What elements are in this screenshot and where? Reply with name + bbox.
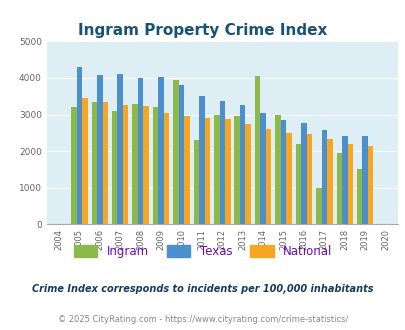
Bar (265, 129, 271, 224)
Bar (173, 80, 178, 224)
Bar (286, 133, 291, 224)
Bar (123, 105, 128, 224)
Bar (367, 147, 373, 224)
Bar (178, 85, 184, 224)
Bar (301, 123, 306, 224)
Bar (138, 78, 143, 224)
Bar (224, 119, 230, 224)
Bar (97, 75, 102, 224)
Bar (213, 115, 219, 224)
Bar (204, 118, 210, 224)
Bar (341, 137, 347, 224)
Bar (132, 104, 138, 224)
Bar (260, 113, 265, 224)
Bar (326, 139, 332, 224)
Bar (245, 124, 250, 224)
Bar (219, 101, 224, 224)
Bar (163, 113, 169, 224)
Bar (102, 102, 108, 224)
Bar (362, 137, 367, 224)
Bar (321, 130, 326, 224)
Bar (71, 107, 77, 224)
Bar (306, 134, 311, 224)
Bar (295, 144, 301, 224)
Bar (82, 98, 87, 224)
Bar (239, 105, 245, 224)
Bar (234, 116, 239, 224)
Bar (336, 153, 341, 224)
Bar (184, 116, 189, 224)
Bar (347, 144, 352, 224)
Text: © 2025 CityRating.com - https://www.cityrating.com/crime-statistics/: © 2025 CityRating.com - https://www.city… (58, 315, 347, 324)
Bar (193, 140, 198, 224)
Bar (91, 102, 97, 224)
Bar (275, 115, 280, 224)
Text: Crime Index corresponds to incidents per 100,000 inhabitants: Crime Index corresponds to incidents per… (32, 284, 373, 294)
Bar (77, 67, 82, 224)
Bar (254, 76, 260, 224)
Bar (117, 74, 123, 224)
Bar (112, 111, 117, 224)
Bar (356, 170, 362, 224)
Bar (143, 106, 149, 224)
Text: Ingram Property Crime Index: Ingram Property Crime Index (78, 23, 327, 38)
Bar (315, 188, 321, 224)
Legend: Ingram, Texas, National: Ingram, Texas, National (69, 241, 336, 263)
Bar (280, 120, 286, 224)
Bar (158, 77, 163, 224)
Bar (198, 96, 204, 224)
Bar (152, 107, 158, 224)
